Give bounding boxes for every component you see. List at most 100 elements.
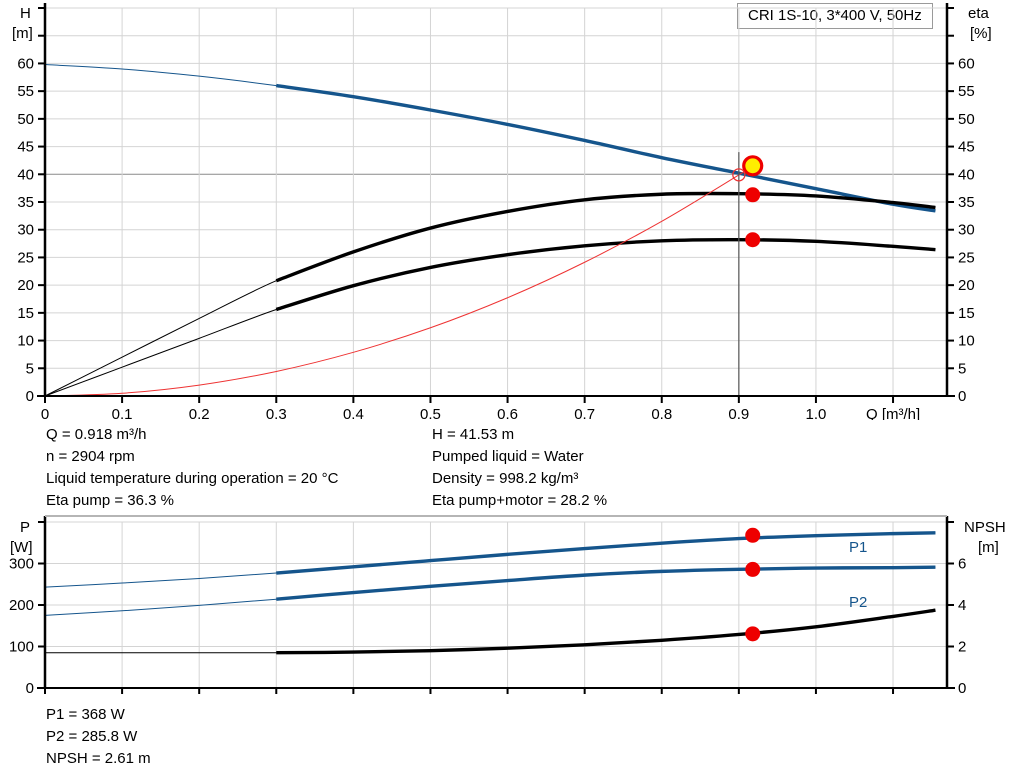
upper-ytick-15: 15 [17, 305, 34, 322]
upper-xtick-0.2: 0.2 [189, 406, 210, 420]
upper-xtick-1.0: 1.0 [806, 406, 827, 420]
duty-text-eta-pump-motor: Eta pump+motor = 28.2 % [432, 492, 608, 509]
lower-duty-markers [745, 527, 761, 642]
upper-duty-markers [732, 155, 764, 248]
upper-ytick-10: 10 [17, 333, 34, 350]
upper-axes: 0 5 10 15 20 25 30 35 40 45 50 55 60 0 5 10 15 20 25 30 35 40… [17, 3, 975, 420]
lower-left-axis-unit-w: [W] [10, 539, 33, 556]
upper-ytick-5: 5 [26, 360, 34, 377]
lower-right-axis-unit-m: [m] [978, 539, 999, 556]
upper-left-axis-unit-m: [m] [12, 25, 33, 42]
curve-p1-thin [44, 532, 936, 588]
curve-system-curve-thin [44, 165, 753, 397]
result-text-p1: P1 = 368 W [46, 706, 125, 723]
curve-h-head-thin [44, 64, 936, 212]
model-legend-box: CRI 1S-10, 3*400 V, 50Hz [737, 3, 933, 29]
duty-text-eta-pump: Eta pump = 36.3 % [46, 492, 174, 509]
upper-xtick-0.9: 0.9 [728, 406, 749, 420]
upper-ytick-40: 40 [17, 166, 34, 183]
upper-y2tick-45: 45 [958, 139, 975, 156]
model-legend-label: CRI 1S-10, 3*400 V, 50Hz [748, 7, 922, 24]
lower-ytick-100: 100 [9, 639, 34, 656]
curve-label-p1: P1 [849, 539, 867, 556]
upper-gridlines [45, 7, 947, 396]
upper-x-axis-title-q: Q [m³/h] [866, 406, 920, 420]
upper-ytick-20: 20 [17, 277, 34, 294]
upper-ytick-50: 50 [17, 111, 34, 128]
upper-right-axis-unit-percent: [%] [970, 25, 992, 42]
lower-gridlines [45, 521, 947, 688]
duty-text-liquid-temperature: Liquid temperature during operation = 20… [46, 470, 339, 487]
lower-ytick-300: 300 [9, 556, 34, 573]
head-efficiency-chart: 0 5 10 15 20 25 30 35 40 45 50 55 60 0 5 10 15 20 25 30 35 40… [12, 3, 992, 420]
upper-ytick-30: 30 [17, 222, 34, 239]
duty-point-eta-pump [745, 187, 761, 203]
upper-y2tick-55: 55 [958, 83, 975, 100]
curve-eta-pump-motor-thin [44, 239, 936, 397]
curve-eta-pump [275, 191, 936, 283]
curve-p1 [276, 531, 936, 575]
upper-xtick-0: 0 [41, 406, 49, 420]
lower-ytick-0: 0 [26, 680, 34, 697]
upper-left-axis-title-h: H [20, 5, 31, 22]
upper-xtick-0.1: 0.1 [112, 406, 133, 420]
upper-xtick-0.5: 0.5 [420, 406, 441, 420]
duty-point-p2 [745, 561, 761, 577]
lower-y2tick-0: 0 [958, 680, 966, 697]
curve-eta-pump-thin [44, 192, 936, 397]
lower-ytick-200: 200 [9, 597, 34, 614]
curve-eta-pump-motor [275, 237, 936, 312]
upper-y2tick-35: 35 [958, 194, 975, 211]
upper-ytick-60: 60 [17, 55, 34, 72]
lower-y2tick-4: 4 [958, 597, 966, 614]
duty-point-head [742, 155, 764, 177]
upper-y2tick-25: 25 [958, 249, 975, 266]
duty-text-q: Q = 0.918 m³/h [46, 426, 147, 443]
upper-xtick-0.3: 0.3 [266, 406, 287, 420]
duty-point-eta-pump-motor [745, 232, 761, 248]
curve-npsh [276, 608, 936, 655]
lower-axes: 0 100 200 300 0 2 4 6 [9, 515, 966, 697]
power-npsh-chart: 0 100 200 300 0 2 4 6 P [W] NPSH [m] P1 P2 [9, 515, 1006, 697]
upper-y2tick-10: 10 [958, 333, 975, 350]
upper-ytick-45: 45 [17, 139, 34, 156]
duty-text-density: Density = 998.2 kg/m³ [432, 470, 579, 487]
lower-right-axis-title-npsh: NPSH [964, 519, 1006, 536]
upper-y2tick-40: 40 [958, 166, 975, 183]
duty-text-h: H = 41.53 m [432, 426, 515, 443]
lower-y2tick-6: 6 [958, 556, 966, 573]
duty-text-n: n = 2904 rpm [46, 448, 135, 465]
power-results-block: P1 = 368 W P2 = 285.8 W NPSH = 2.61 m [46, 704, 151, 770]
lower-y2tick-2: 2 [958, 639, 966, 656]
upper-xtick-0.8: 0.8 [651, 406, 672, 420]
upper-ytick-35: 35 [17, 194, 34, 211]
system-curve-point [732, 168, 746, 182]
duty-point-right-column: H = 41.53 m Pumped liquid = Water Densit… [432, 424, 607, 512]
result-text-npsh: NPSH = 2.61 m [46, 750, 151, 767]
upper-y2tick-5: 5 [958, 360, 966, 377]
curve-h-head [276, 83, 936, 213]
curve-p2-thin [44, 566, 936, 616]
duty-point-npsh [745, 626, 761, 642]
upper-curves [44, 64, 936, 397]
upper-ytick-0: 0 [26, 388, 34, 405]
upper-ytick-25: 25 [17, 249, 34, 266]
upper-y2tick-50: 50 [958, 111, 975, 128]
upper-xtick-0.6: 0.6 [497, 406, 518, 420]
upper-xtick-0.4: 0.4 [343, 406, 364, 420]
duty-text-pumped-liquid: Pumped liquid = Water [432, 448, 584, 465]
lower-left-axis-title-p: P [20, 519, 30, 536]
upper-y2tick-60: 60 [958, 55, 975, 72]
duty-point-left-column: Q = 0.918 m³/h n = 2904 rpm Liquid tempe… [46, 424, 338, 512]
upper-xtick-0.7: 0.7 [574, 406, 595, 420]
upper-right-axis-title-eta: eta [968, 5, 990, 22]
duty-point-p1 [745, 527, 761, 543]
lower-curves [44, 531, 936, 655]
upper-y2tick-15: 15 [958, 305, 975, 322]
upper-y2tick-0: 0 [958, 388, 966, 405]
upper-y2tick-20: 20 [958, 277, 975, 294]
upper-ytick-55: 55 [17, 83, 34, 100]
upper-y2tick-30: 30 [958, 222, 975, 239]
curve-p2 [276, 565, 936, 601]
curve-label-p2: P2 [849, 594, 867, 611]
